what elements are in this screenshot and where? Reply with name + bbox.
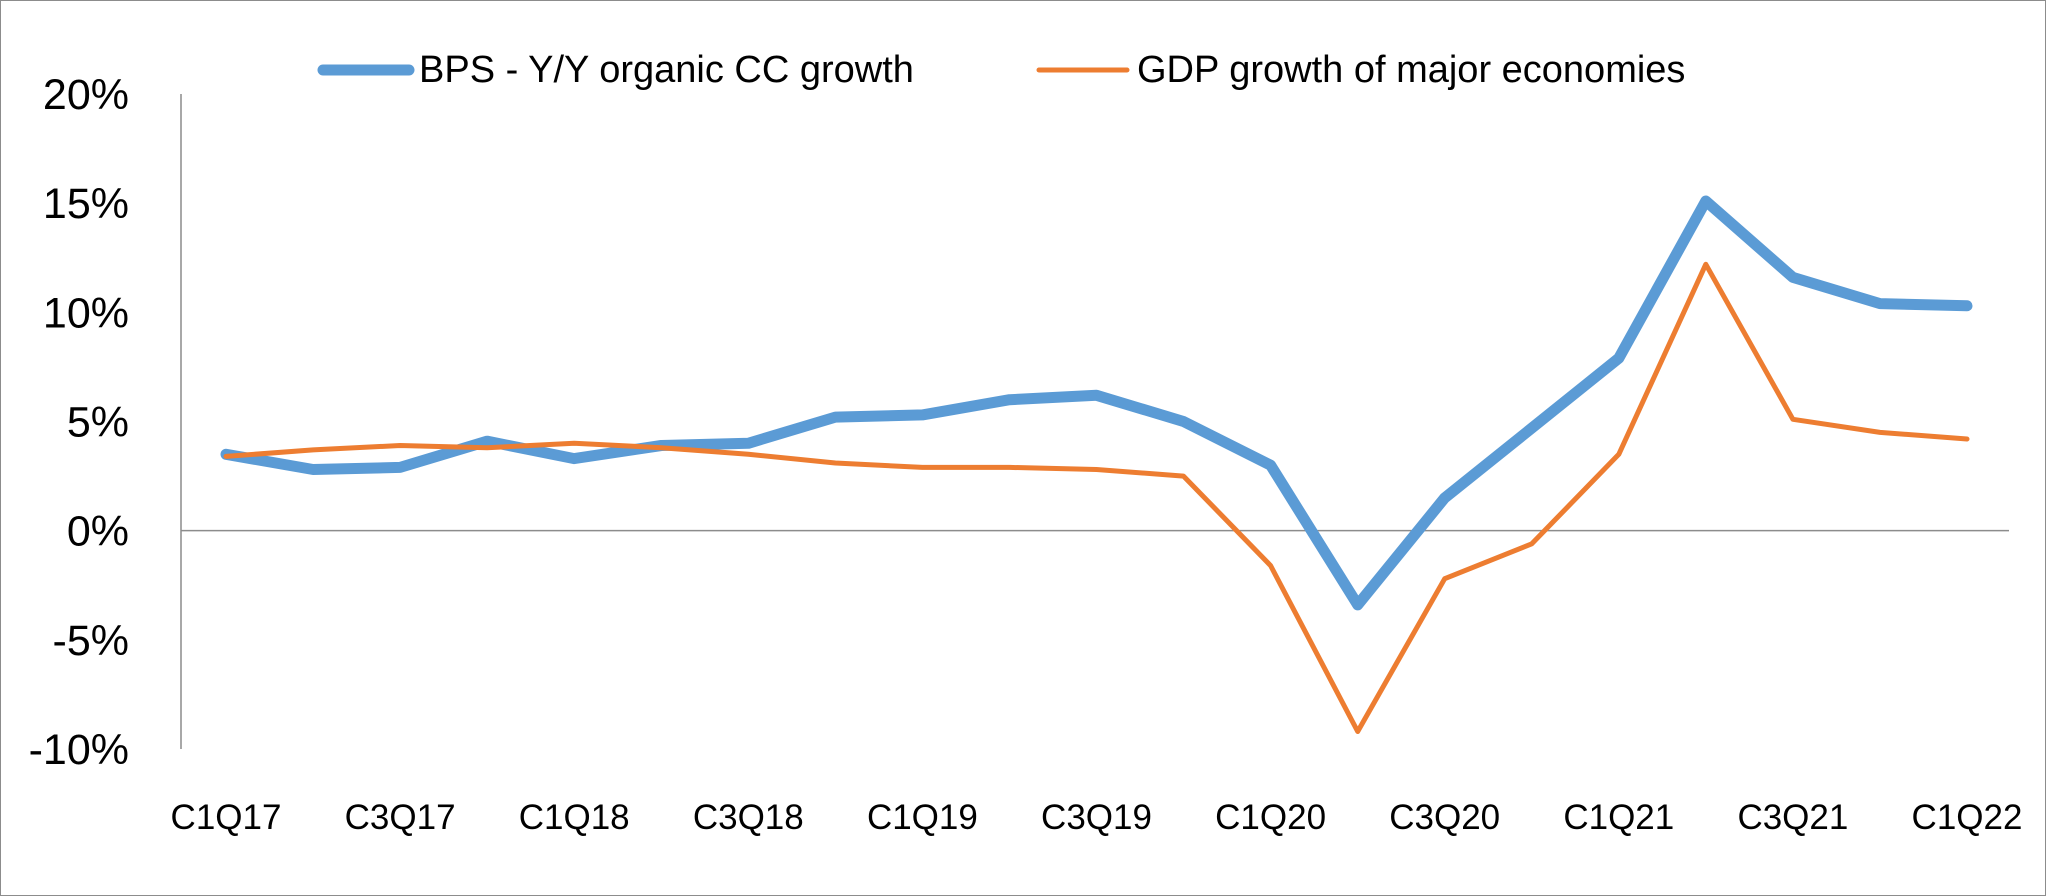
y-tick-label: -5% <box>53 617 129 665</box>
x-tick-label: C1Q19 <box>867 798 978 837</box>
y-tick-label: 15% <box>43 180 129 228</box>
legend-label: GDP growth of major economies <box>1137 49 1685 91</box>
chart-series-lines <box>220 195 1973 734</box>
x-tick-label: C1Q17 <box>171 798 282 837</box>
x-tick-label: C1Q18 <box>519 798 630 837</box>
y-tick-label: 0% <box>67 508 129 556</box>
y-axis-tick-labels: 20% 15% 10% 5% 0% -5% -10% <box>29 71 129 774</box>
y-tick-label: 10% <box>43 289 129 337</box>
series-line-bps-growth <box>220 195 1973 611</box>
series-line-gdp-growth <box>223 261 1970 734</box>
x-tick-label: C1Q20 <box>1215 798 1326 837</box>
x-tick-label: C3Q17 <box>345 798 456 837</box>
x-tick-label: C3Q19 <box>1041 798 1152 837</box>
x-tick-label: C3Q20 <box>1389 798 1500 837</box>
chart-legend: BPS - Y/Y organic CC growth GDP growth of… <box>317 49 1685 91</box>
x-tick-label: C3Q18 <box>693 798 804 837</box>
x-tick-label: C3Q21 <box>1737 798 1848 837</box>
x-tick-label: C1Q22 <box>1912 798 2023 837</box>
chart-axes <box>180 94 2009 749</box>
y-tick-label: 20% <box>43 71 129 119</box>
legend-label: BPS - Y/Y organic CC growth <box>419 49 914 91</box>
y-tick-label: 5% <box>67 399 129 447</box>
x-axis-tick-labels: C1Q17 C3Q17 C1Q18 C3Q18 C1Q19 C3Q19 C1Q20 C3Q20… <box>171 798 2023 837</box>
x-tick-label: C1Q21 <box>1563 798 1674 837</box>
y-tick-label: -10% <box>29 726 129 774</box>
